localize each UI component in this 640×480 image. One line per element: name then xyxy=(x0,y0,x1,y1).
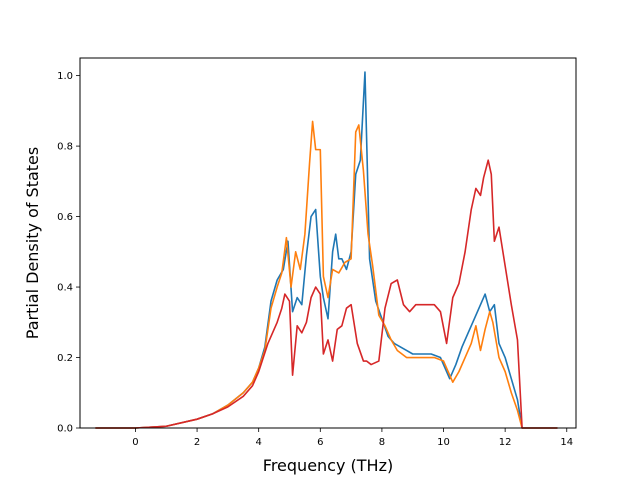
y-tick-label: 0.0 xyxy=(57,424,73,435)
x-tick-label: 6 xyxy=(317,437,323,448)
x-tick-label: 8 xyxy=(379,437,385,448)
y-tick-label: 0.6 xyxy=(57,212,73,223)
x-tick-label: 4 xyxy=(255,437,261,448)
axes-frame xyxy=(79,57,577,429)
x-axis-ticks: 0 2 4 6 8 10 12 14 xyxy=(132,428,573,448)
x-tick-label: 2 xyxy=(194,437,200,448)
x-tick-label: 12 xyxy=(499,437,512,448)
series-line-3 xyxy=(95,159,558,429)
y-tick-label: 0.8 xyxy=(57,142,73,153)
x-tick-label: 14 xyxy=(560,437,573,448)
x-tick-label: 0 xyxy=(132,437,138,448)
y-tick-label: 0.4 xyxy=(57,283,73,294)
y-tick-label: 1.0 xyxy=(57,71,73,82)
y-tick-label: 0.2 xyxy=(57,353,73,364)
series-line-1 xyxy=(95,71,558,429)
y-axis-label: Partial Density of States xyxy=(23,147,42,339)
x-axis-label: Frequency (THz) xyxy=(263,456,393,475)
x-tick-label: 10 xyxy=(437,437,450,448)
y-axis-ticks: 0.0 0.2 0.4 0.6 0.8 1.0 xyxy=(57,71,80,435)
series-lines xyxy=(95,71,558,429)
series-line-2 xyxy=(95,120,558,429)
